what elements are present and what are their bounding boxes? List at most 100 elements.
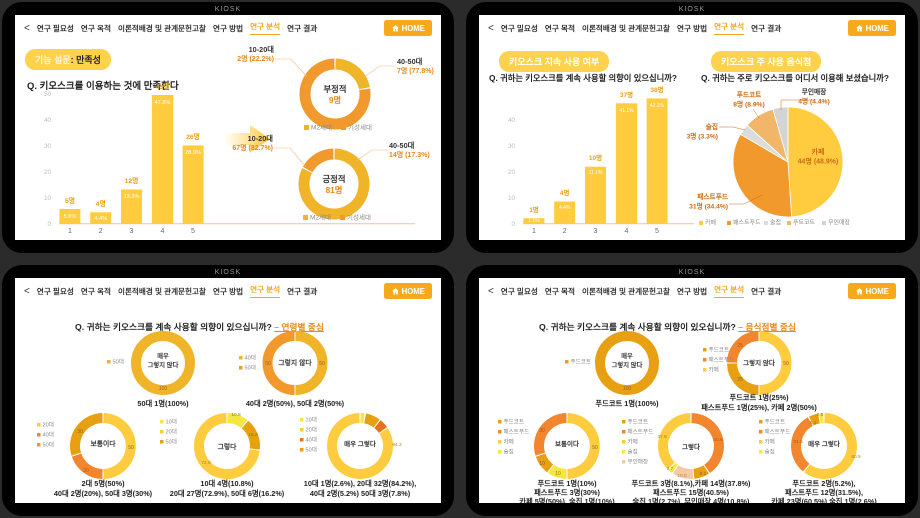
svg-text:42.2%: 42.2% — [650, 103, 665, 109]
svg-text:10대 1명(2.6%), 20대 32명(84.2%),: 10대 1명(2.6%), 20대 32명(84.2%), — [304, 479, 416, 488]
svg-text:40-50대: 40-50대 — [397, 57, 423, 66]
svg-text:무인매장: 무인매장 — [828, 219, 851, 227]
svg-text:4명: 4명 — [96, 199, 106, 208]
svg-text:4명: 4명 — [560, 188, 570, 197]
svg-text:50대: 50대 — [166, 437, 177, 445]
svg-text:무인매장: 무인매장 — [628, 457, 649, 465]
svg-text:2: 2 — [99, 228, 103, 235]
svg-text:1: 1 — [68, 228, 72, 235]
svg-text:8명 (8.9%): 8명 (8.9%) — [733, 100, 764, 109]
svg-text:4.4%: 4.4% — [559, 205, 571, 211]
svg-text:50: 50 — [128, 445, 134, 451]
svg-text:M2세대: M2세대 — [310, 213, 331, 222]
svg-text:3: 3 — [130, 228, 134, 235]
svg-text:그렇다: 그렇다 — [218, 442, 238, 451]
svg-text:보통이다: 보통이다 — [90, 439, 116, 448]
svg-text:술집: 술집 — [765, 447, 775, 455]
svg-text:4: 4 — [625, 228, 629, 235]
svg-text:10대: 10대 — [166, 417, 177, 425]
svg-text:2대 5명(50%): 2대 5명(50%) — [81, 479, 125, 488]
svg-text:20대: 20대 — [166, 427, 177, 435]
svg-text:그렇지 않다: 그렇지 않다 — [278, 358, 312, 367]
svg-text:25: 25 — [737, 343, 743, 349]
svg-text:1: 1 — [532, 228, 536, 235]
svg-text:카페 23명(60.5%) 술집 1명(2.6%): 카페 23명(60.5%) 술집 1명(2.6%) — [771, 497, 877, 503]
svg-text:2명 (22.2%): 2명 (22.2%) — [237, 54, 274, 63]
svg-text:40-50대: 40-50대 — [389, 141, 415, 150]
svg-text:패스트푸드: 패스트푸드 — [697, 192, 728, 201]
svg-text:20대: 20대 — [306, 425, 317, 433]
svg-text:11.1%: 11.1% — [589, 170, 603, 176]
svg-text:13.3%: 13.3% — [124, 194, 140, 200]
svg-text:2: 2 — [563, 228, 567, 235]
svg-text:매우 그렇다: 매우 그렇다 — [808, 439, 840, 448]
svg-text:81명: 81명 — [326, 185, 343, 195]
svg-text:50대: 50대 — [43, 440, 54, 448]
svg-text:10-20대: 10-20대 — [248, 134, 274, 143]
svg-text:9명: 9명 — [329, 95, 341, 105]
svg-text:푸드코트 1명(25%): 푸드코트 1명(25%) — [729, 393, 789, 402]
svg-text:4명 (4.4%): 4명 (4.4%) — [798, 97, 829, 106]
svg-text:100: 100 — [623, 386, 632, 392]
svg-text:26명: 26명 — [186, 132, 200, 141]
svg-text:푸드코트: 푸드코트 — [765, 418, 786, 425]
svg-text:푸드코트 3명(8.1%),카페 14명(37.8%): 푸드코트 3명(8.1%),카페 14명(37.8%) — [631, 479, 751, 488]
svg-text:38명: 38명 — [650, 85, 663, 94]
svg-text:31.5: 31.5 — [793, 439, 803, 445]
svg-text:카페 5명(50%), 술집 1명(10%): 카페 5명(50%), 술집 1명(10%) — [519, 497, 615, 503]
svg-text:37.8: 37.8 — [657, 434, 667, 440]
svg-text:20대: 20대 — [43, 420, 54, 428]
svg-text:푸드코트: 푸드코트 — [737, 91, 762, 99]
svg-text:긍정적: 긍정적 — [323, 174, 346, 184]
svg-text:31명 (34.4%): 31명 (34.4%) — [689, 202, 728, 211]
svg-text:40대: 40대 — [245, 353, 256, 361]
svg-text:10명: 10명 — [589, 153, 602, 162]
svg-text:푸드코트: 푸드코트 — [571, 358, 592, 365]
svg-text:카페: 카페 — [765, 437, 775, 445]
svg-text:100: 100 — [159, 386, 168, 392]
svg-text:40대 2명(5.2%) 50대 3명(7.8%): 40대 2명(5.2%) 50대 3명(7.8%) — [310, 489, 411, 498]
svg-text:기성세대: 기성세대 — [347, 213, 371, 222]
svg-text:4.4%: 4.4% — [94, 216, 107, 222]
svg-text:28.9%: 28.9% — [185, 150, 201, 156]
svg-text:50: 50 — [783, 361, 789, 367]
svg-text:84.2: 84.2 — [392, 442, 402, 448]
svg-text:술집: 술집 — [770, 219, 781, 227]
svg-text:5: 5 — [655, 228, 659, 235]
svg-text:패스트푸드: 패스트푸드 — [709, 355, 735, 363]
svg-text:0: 0 — [511, 221, 515, 228]
svg-text:50: 50 — [44, 91, 52, 98]
svg-text:40대: 40대 — [306, 435, 317, 443]
svg-text:44명 (48.9%): 44명 (48.9%) — [798, 157, 839, 166]
svg-text:10: 10 — [44, 195, 52, 202]
svg-text:10-20대: 10-20대 — [249, 45, 275, 54]
svg-text:5.2: 5.2 — [810, 420, 817, 425]
svg-text:카페: 카페 — [504, 437, 514, 445]
svg-text:술집: 술집 — [504, 447, 514, 455]
svg-text:50대: 50대 — [113, 357, 124, 365]
svg-text:50: 50 — [319, 361, 325, 367]
svg-text:60.5: 60.5 — [851, 454, 861, 460]
svg-text:50: 50 — [265, 361, 271, 367]
svg-text:패스트푸드: 패스트푸드 — [628, 427, 654, 435]
svg-text:67명 (82.7%): 67명 (82.7%) — [232, 143, 273, 152]
svg-text:M2세대: M2세대 — [311, 123, 332, 132]
svg-text:40대: 40대 — [43, 430, 54, 438]
svg-text:8.1: 8.1 — [700, 471, 707, 477]
svg-text:카페: 카페 — [709, 365, 719, 373]
svg-text:72.9: 72.9 — [201, 460, 211, 466]
svg-text:20: 20 — [508, 169, 516, 176]
svg-text:16.2: 16.2 — [248, 432, 258, 438]
svg-text:5명: 5명 — [65, 196, 75, 205]
svg-text:패스트푸드 12명(31.5%),: 패스트푸드 12명(31.5%), — [785, 488, 863, 497]
svg-text:5: 5 — [191, 228, 195, 235]
svg-text:푸드코트: 푸드코트 — [709, 346, 730, 353]
svg-text:10.8: 10.8 — [231, 412, 241, 418]
svg-text:패스트푸드: 패스트푸드 — [733, 219, 761, 227]
svg-text:그렇지 않다: 그렇지 않다 — [612, 360, 643, 369]
svg-text:41.1%: 41.1% — [619, 108, 634, 114]
svg-text:부정적: 부정적 — [324, 84, 347, 94]
svg-text:3: 3 — [594, 228, 598, 235]
svg-text:무인매장: 무인매장 — [802, 87, 827, 96]
svg-text:매우: 매우 — [621, 351, 633, 360]
